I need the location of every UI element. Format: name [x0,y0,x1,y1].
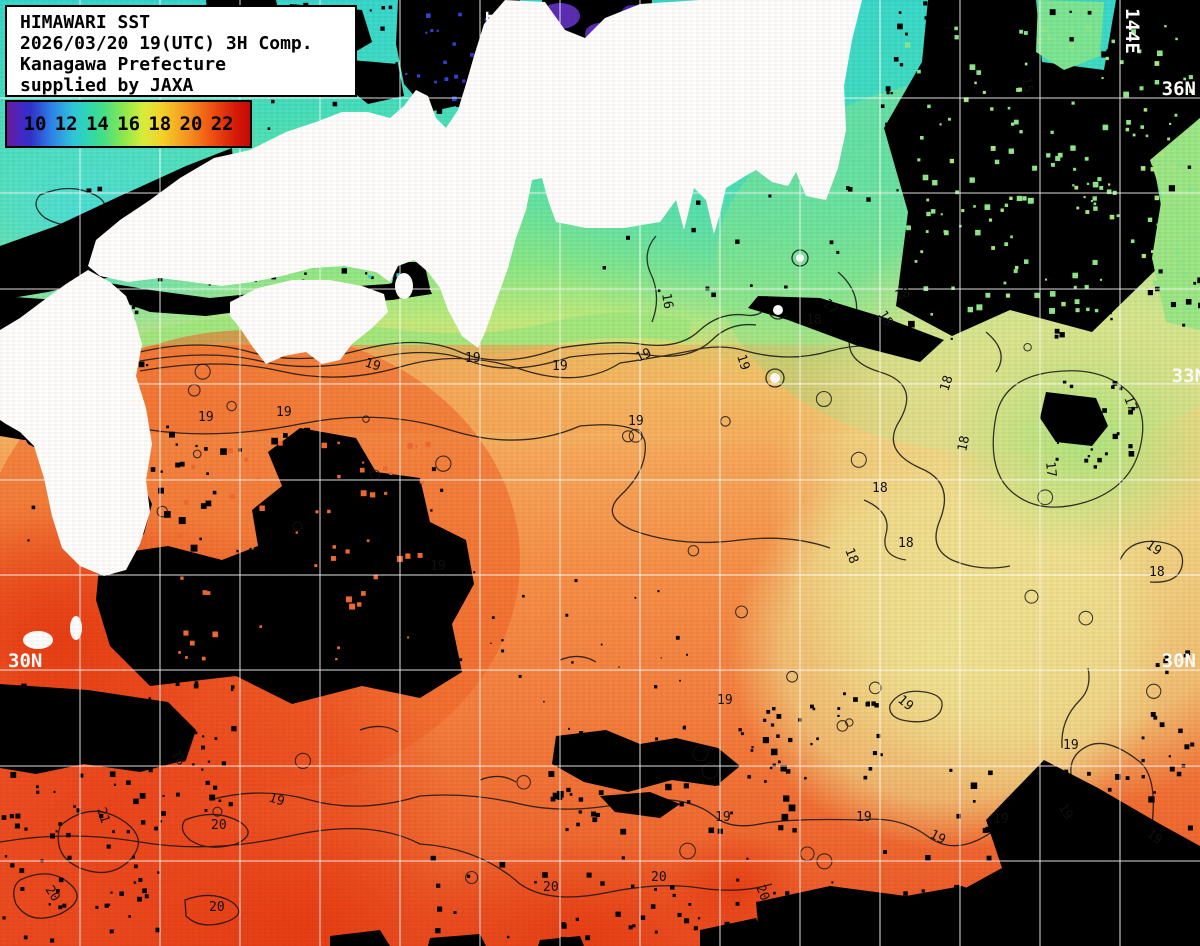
contour-label: 19 [717,693,733,708]
colorbar-tick: 22 [210,113,234,135]
colorbar-tick: 12 [54,113,78,135]
contour-label: 19 [927,827,948,848]
contour-label: 18 [893,285,912,304]
contour-label: 20 [211,818,227,833]
cloud-bottom-right [928,760,1200,946]
cloud-izu-arm [748,296,944,362]
title-line-region: Kanagawa Prefecture [20,54,226,75]
contour-label: 19 [715,810,731,825]
contour-label: 19 [363,356,383,375]
contour-label: 15 [1018,76,1035,94]
graticule-label: 33 [13,367,36,389]
title-line-source: supplied by JAXA [20,75,194,96]
title-line-product: HIMAWARI SST [20,12,151,33]
land-island-s1 [23,631,53,649]
title-line-datetime: 2026/03/20 19(UTC) 3H Comp. [20,33,313,54]
colorbar-tick: 16 [117,113,141,135]
contour-label: 19 [856,810,872,825]
cloud-bottom-strip [756,886,1010,946]
contour-label: 20 [42,883,63,904]
contour-label: 18 [898,536,914,551]
contour-label: 21 [93,806,112,826]
contour-label: 20 [752,883,772,903]
colorbar-tick: 20 [179,113,203,135]
colorbar-tick: 18 [148,113,172,135]
land-honshu [88,0,862,348]
contour-label: 19 [552,359,568,374]
land-izu-island-3 [770,373,780,383]
contour-label: 18 [806,313,822,328]
contour-label: 18 [955,434,973,452]
graticule-label: 144E [1121,8,1143,54]
contour-label: 19 [430,559,446,574]
contour-label: 20 [543,880,559,895]
contour-label: 19 [1055,801,1076,822]
contour-label: 19 [1063,738,1079,753]
graticule-label: 30N [1162,650,1196,672]
contour-label: 19 [465,351,481,366]
graticule-label: 36N [1162,78,1196,100]
cloud-bottom-left [0,684,196,774]
colorbar-tick: 14 [85,113,109,135]
contour-label: 18 [1149,565,1165,580]
contour-label: 19 [198,410,214,425]
contour-label: 19 [276,405,292,420]
contour-label: 18 [841,546,861,566]
temperature-colorbar: 10 12 14 16 18 20 22 [5,100,252,148]
contour-label: 18 [938,374,957,394]
land-island-s2 [70,616,82,640]
contour-label: 20 [651,870,667,885]
cloud-center-bottom [552,730,740,792]
land-kyushu [0,270,152,576]
contour-label: 19 [993,812,1009,827]
graticule-label: 30N [8,650,42,672]
land-awaji [395,273,413,299]
contour-label: 19 [267,791,287,810]
contour-label: 17 [1120,394,1140,414]
title-box: HIMAWARI SST 2026/03/20 19(UTC) 3H Comp.… [5,5,357,97]
contour-label: 19 [628,414,644,429]
contour-layer [0,19,1184,926]
graticule-label: 33N [1172,365,1200,387]
contour-label: 16 [658,292,675,310]
contour-label: 19 [634,346,654,366]
cloud-ne-mega [884,0,1200,336]
cloud-central-left [96,428,474,704]
land-shikoku [230,280,388,364]
land-izu-island-2 [773,305,783,315]
contour-label: 18 [168,747,189,768]
contour-label: 17 [1042,461,1059,478]
graticule-label-layer: 136E 144E 36N 33N 30N 33 30N [8,8,1200,672]
contour-label: 18 [872,481,888,496]
land-layer [0,0,862,649]
contour-label: 19 [1143,538,1164,559]
contour-label: 18 [875,308,896,329]
contour-label: 19 [733,353,752,373]
contour-label: 20 [209,900,225,915]
graticule-label: 136E [481,10,503,56]
colorbar-tick: 10 [23,113,47,135]
